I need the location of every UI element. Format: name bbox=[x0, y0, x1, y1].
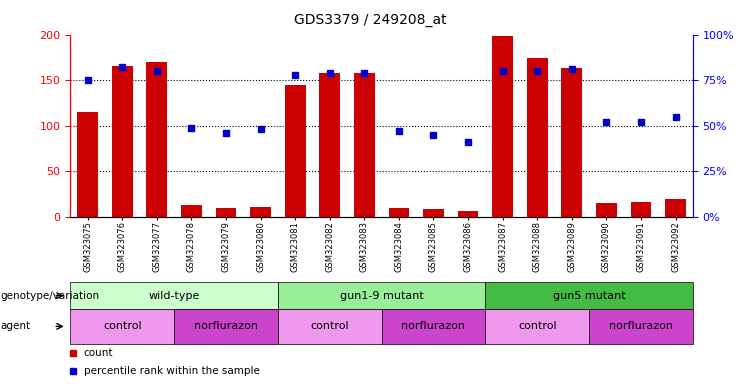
Text: genotype/variation: genotype/variation bbox=[1, 291, 100, 301]
Text: percentile rank within the sample: percentile rank within the sample bbox=[84, 366, 259, 376]
Bar bbox=[492, 36, 513, 217]
Bar bbox=[665, 199, 686, 217]
Bar bbox=[458, 210, 479, 217]
Text: count: count bbox=[84, 348, 113, 358]
Text: gun1-9 mutant: gun1-9 mutant bbox=[339, 291, 424, 301]
Text: control: control bbox=[518, 321, 556, 331]
Bar bbox=[216, 208, 236, 217]
Bar bbox=[112, 66, 133, 217]
Text: GDS3379 / 249208_at: GDS3379 / 249208_at bbox=[294, 13, 447, 27]
Bar bbox=[285, 85, 305, 217]
Bar bbox=[181, 205, 202, 217]
Text: agent: agent bbox=[1, 321, 31, 331]
Bar bbox=[596, 203, 617, 217]
Text: control: control bbox=[103, 321, 142, 331]
Text: norflurazon: norflurazon bbox=[402, 321, 465, 331]
Text: gun5 mutant: gun5 mutant bbox=[553, 291, 625, 301]
Bar bbox=[77, 112, 98, 217]
Bar bbox=[354, 73, 375, 217]
Text: control: control bbox=[310, 321, 349, 331]
Bar bbox=[631, 202, 651, 217]
Bar bbox=[527, 58, 548, 217]
Bar bbox=[250, 207, 271, 217]
Bar bbox=[319, 73, 340, 217]
Bar bbox=[562, 68, 582, 217]
Bar bbox=[147, 62, 167, 217]
Bar bbox=[423, 209, 444, 217]
Text: norflurazon: norflurazon bbox=[194, 321, 258, 331]
Text: wild-type: wild-type bbox=[148, 291, 200, 301]
Text: norflurazon: norflurazon bbox=[609, 321, 673, 331]
Bar bbox=[388, 208, 409, 217]
